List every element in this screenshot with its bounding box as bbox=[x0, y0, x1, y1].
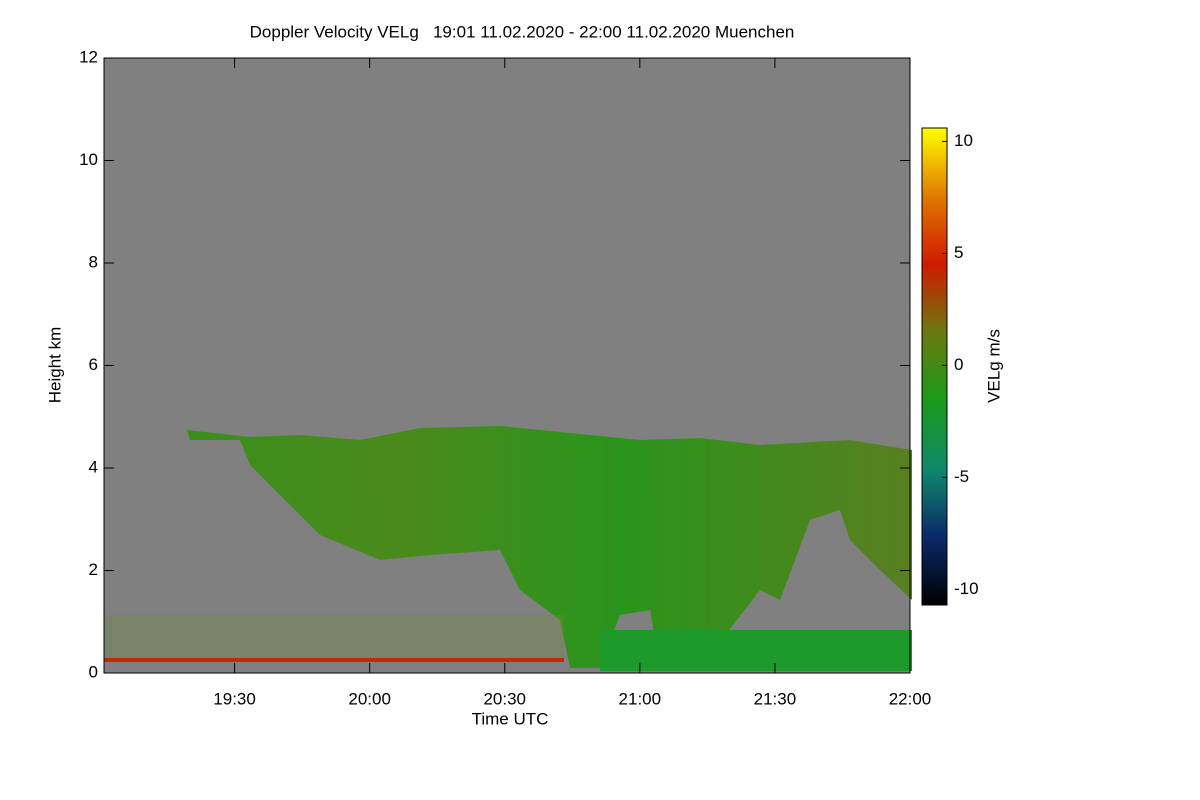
x-axis-label: Time UTC bbox=[472, 709, 549, 728]
x-tick-label: 19:30 bbox=[213, 689, 256, 708]
plot-background bbox=[104, 58, 910, 673]
clutter-band bbox=[104, 615, 564, 660]
x-tick-label: 21:00 bbox=[619, 689, 662, 708]
cloud-echo bbox=[187, 426, 912, 668]
x-tick-label: 21:30 bbox=[754, 689, 797, 708]
chart-title: Doppler Velocity VELg 19:01 11.02.2020 -… bbox=[250, 22, 795, 41]
ground-line bbox=[104, 658, 564, 662]
y-tick-label: 6 bbox=[89, 355, 98, 374]
colorbar-label: VELg m/s bbox=[984, 329, 1003, 403]
colorbar-tick-label: 5 bbox=[954, 243, 963, 262]
colorbar-tick-label: -10 bbox=[954, 579, 979, 598]
y-tick-label: 10 bbox=[79, 150, 98, 169]
y-axis-label: Height km bbox=[45, 327, 64, 404]
echo-field bbox=[104, 426, 912, 671]
colorbar-tick-label: 10 bbox=[954, 131, 973, 150]
colorbar bbox=[921, 127, 948, 606]
x-tick-label: 20:30 bbox=[483, 689, 526, 708]
low-echo bbox=[600, 630, 912, 671]
y-tick-label: 12 bbox=[79, 47, 98, 66]
y-tick-label: 8 bbox=[89, 252, 98, 271]
y-tick-label: 0 bbox=[89, 662, 98, 681]
colorbar-tick-label: -5 bbox=[954, 467, 969, 486]
x-tick-label: 22:00 bbox=[889, 689, 932, 708]
y-tick-label: 4 bbox=[89, 457, 98, 476]
x-tick-label: 20:00 bbox=[348, 689, 391, 708]
y-tick-label: 2 bbox=[89, 560, 98, 579]
colorbar-tick-label: 0 bbox=[954, 355, 963, 374]
